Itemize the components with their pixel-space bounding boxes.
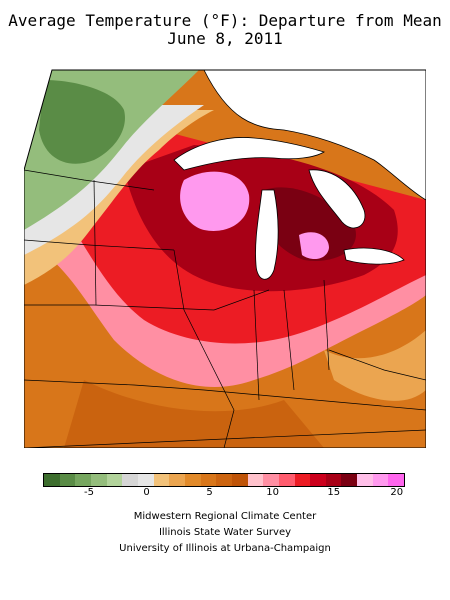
legend-swatch <box>388 474 405 486</box>
field-magenta-wi <box>180 171 250 231</box>
legend-swatch <box>372 474 389 486</box>
map-date: June 8, 2011 <box>167 29 283 48</box>
legend-swatch <box>44 474 60 486</box>
legend-swatch <box>216 474 232 486</box>
legend-swatch <box>153 474 170 486</box>
color-scale-ticks: -5 0 5 10 15 20 <box>44 487 404 503</box>
legend-swatch <box>278 474 295 486</box>
lake-michigan <box>255 189 279 280</box>
legend-swatch <box>231 474 248 486</box>
legend-swatch <box>106 474 123 486</box>
legend-swatch <box>122 474 138 486</box>
lake-superior <box>173 137 325 171</box>
legend-tick-label: 10 <box>266 487 279 498</box>
field-magenta-mi <box>299 232 329 260</box>
legend-swatch <box>137 474 154 486</box>
color-scale-legend <box>43 473 405 487</box>
legend-swatch <box>184 474 201 486</box>
field-orange-light <box>324 330 426 401</box>
legend-tick-label: -5 <box>84 487 94 498</box>
credit-line-1: Midwestern Regional Climate Center <box>133 511 317 522</box>
legend-swatch <box>90 474 107 486</box>
legend-swatch <box>75 474 91 486</box>
legend-swatch <box>169 474 185 486</box>
state-boundaries <box>24 169 426 448</box>
legend-swatch <box>310 474 326 486</box>
temperature-departure-map <box>24 69 426 448</box>
legend-swatch <box>341 474 358 486</box>
map-border <box>24 69 426 448</box>
legend-tick-label: 0 <box>143 487 150 498</box>
credit-line-2: Illinois State Water Survey <box>158 527 292 538</box>
legend-swatch <box>200 474 217 486</box>
legend-swatch <box>263 474 279 486</box>
canada-region <box>203 69 426 201</box>
lake-huron <box>308 169 366 229</box>
legend-tick-label: 5 <box>206 487 213 498</box>
legend-swatch <box>325 474 342 486</box>
field-dark-green-nw <box>39 80 125 164</box>
legend-swatch <box>59 474 76 486</box>
legend-swatch <box>294 474 311 486</box>
legend-swatch <box>357 474 373 486</box>
field-dark-orange <box>64 380 324 448</box>
legend-swatch <box>247 474 264 486</box>
legend-tick-label: 15 <box>327 487 341 498</box>
credit-line-3: University of Illinois at Urbana-Champai… <box>119 543 331 554</box>
map-title: Average Temperature (°F): Departure from… <box>8 11 442 30</box>
lake-erie <box>343 247 405 265</box>
legend-tick-label: 20 <box>390 487 404 498</box>
